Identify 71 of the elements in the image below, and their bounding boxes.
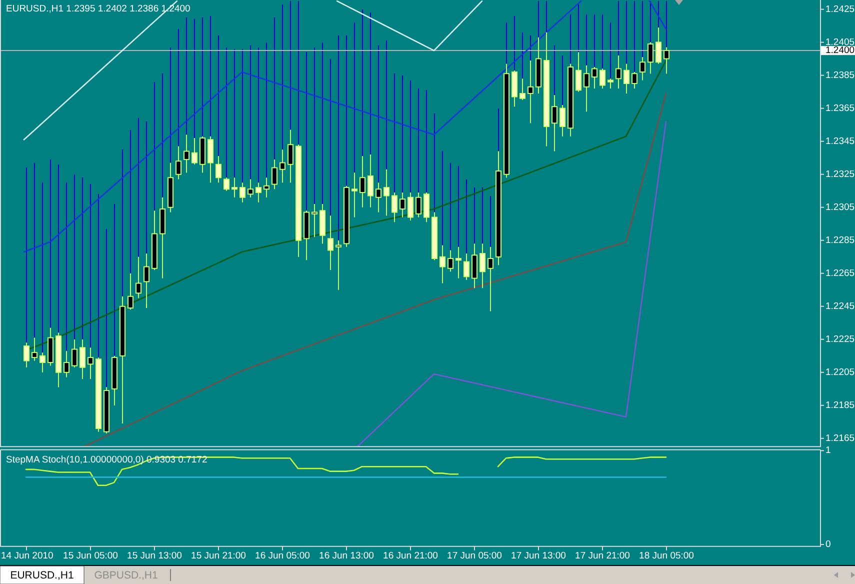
candlestick (24, 342, 30, 368)
candlestick (232, 177, 238, 198)
candlestick (72, 338, 78, 368)
candlestick (256, 182, 262, 203)
candlestick (312, 204, 318, 238)
text: StepMA Stoch(10,1.00000000,0) 0.9303 0.7172 (6, 454, 208, 466)
candlestick (248, 178, 254, 198)
x-tick-label: 17 Jun 13:00 (511, 550, 566, 562)
y-tick-label: 1.2405 (826, 36, 855, 48)
x-tick-label: 16 Jun 21:00 (383, 550, 438, 562)
candlestick (608, 78, 614, 90)
y-tick-label: 1.2165 (826, 432, 855, 444)
y-tick-label: 1.2325 (826, 168, 855, 180)
candlestick (80, 338, 86, 380)
candlestick (200, 136, 206, 174)
candlestick (424, 192, 430, 223)
x-tick-label: 16 Jun 13:00 (319, 550, 374, 562)
candlestick (264, 177, 270, 198)
candlestick (632, 72, 638, 90)
x-tick-label: 14 Jun 2010 (1, 550, 54, 562)
y-tick-label: 1.2425 (826, 4, 855, 15)
text: GBPUSD.,H1 (94, 570, 158, 582)
candlestick (400, 192, 406, 218)
y-tick-label: 1.2205 (826, 366, 855, 378)
candlestick (48, 327, 54, 366)
candlestick (176, 146, 182, 180)
candlestick (56, 332, 62, 388)
candlestick (136, 256, 142, 299)
candlestick (320, 204, 326, 244)
candlestick (128, 272, 134, 310)
y-tick-label: 1.2345 (826, 136, 855, 147)
y-tick-label: 1.2305 (826, 202, 855, 213)
candlestick (376, 182, 382, 213)
candlestick (352, 172, 358, 218)
x-tick-label: 16 Jun 05:00 (255, 550, 310, 562)
candlestick (336, 240, 342, 290)
y-tick-label: 1.2225 (826, 334, 855, 345)
candlestick (88, 347, 94, 380)
x-tick-label: 18 Jun 05:00 (639, 550, 694, 562)
x-tick-label: 15 Jun 13:00 (127, 550, 182, 562)
candlestick (448, 250, 454, 272)
y-tick-label: 1 (826, 445, 831, 456)
candlestick (304, 210, 310, 261)
candlestick (392, 192, 398, 223)
candlestick (32, 337, 38, 362)
candlestick (272, 158, 278, 190)
candlestick (192, 138, 198, 165)
candlestick (240, 182, 246, 203)
line-series (356, 120, 667, 447)
candlestick (416, 192, 422, 218)
y-tick-label: 1.2245 (826, 300, 855, 312)
x-tick-label: 15 Jun 05:00 (63, 550, 118, 562)
ref-line-label: 1.2400 (826, 45, 855, 56)
x-tick-label: 15 Jun 21:00 (191, 550, 246, 562)
y-tick-label: 1.2185 (826, 400, 855, 411)
text: EURUSD.,H1 (10, 570, 74, 582)
x-tick-label: 17 Jun 05:00 (447, 550, 502, 562)
candlestick (40, 352, 46, 373)
y-tick-label: 1.2285 (826, 234, 855, 246)
candlestick (64, 350, 70, 378)
line-series (84, 92, 667, 447)
y-tick-label: 1.2365 (826, 102, 855, 114)
x-tick-label: 17 Jun 21:00 (575, 550, 630, 562)
y-tick-label: 1.2385 (826, 70, 855, 81)
candlestick (216, 156, 222, 184)
y-tick-label: 0 (826, 539, 831, 550)
candlestick (408, 192, 414, 222)
candlestick (224, 177, 230, 192)
candlestick (280, 149, 286, 184)
y-tick-label: 1.2265 (826, 268, 855, 279)
candlestick (104, 386, 110, 434)
